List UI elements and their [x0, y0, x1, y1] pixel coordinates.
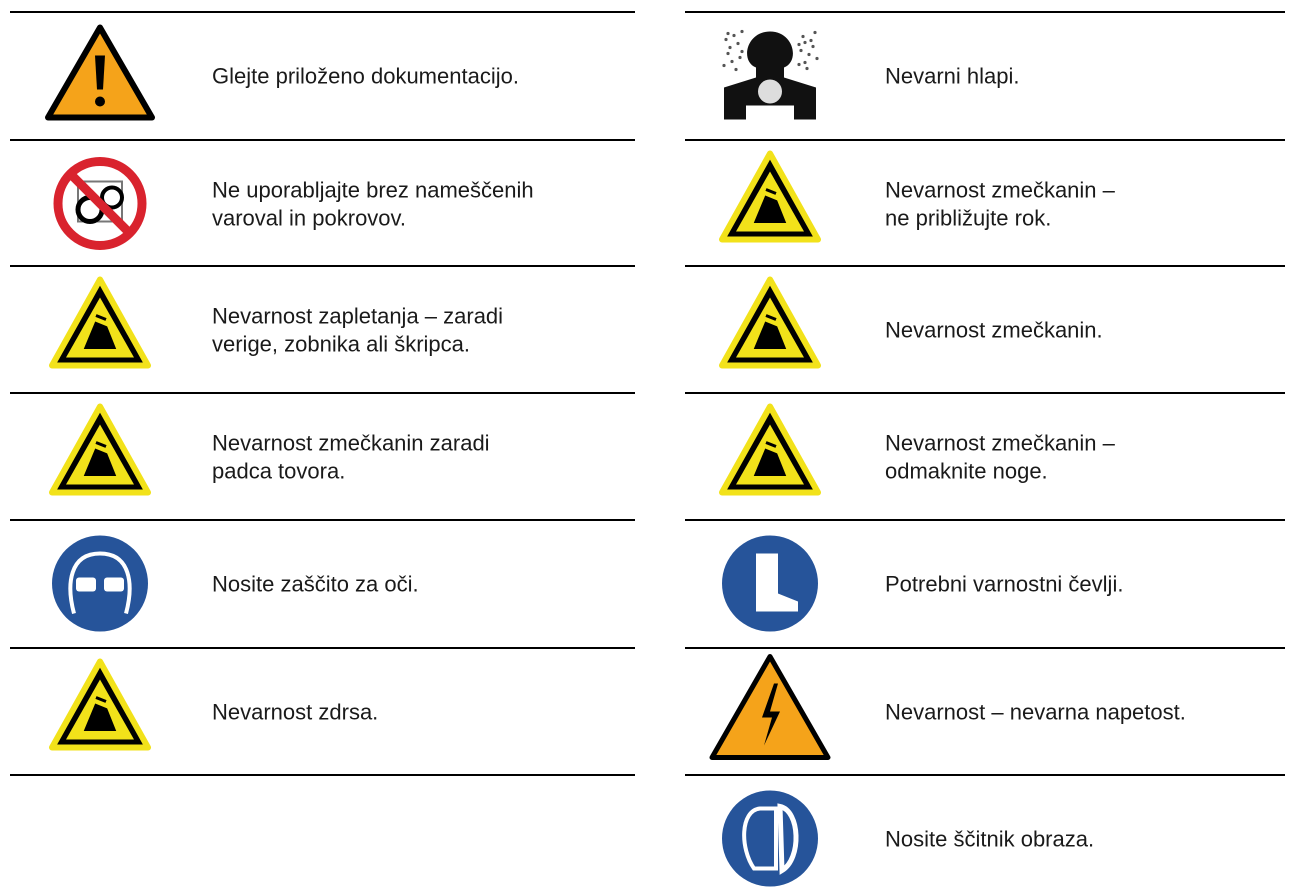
mark	[95, 55, 105, 90]
fume-dot	[799, 48, 803, 53]
pictogram	[753, 188, 787, 223]
label: verige, zobnika ali škripca.	[212, 332, 470, 357]
fume-dot	[740, 29, 744, 34]
label: Nevarnost zmečkanin.	[885, 318, 1103, 343]
fume-dot	[740, 49, 744, 54]
label: Nevarnost – nevarna napetost.	[885, 700, 1186, 725]
fume-dot	[803, 60, 807, 65]
fume-dot	[813, 30, 817, 35]
icon	[53, 157, 147, 250]
dot	[95, 96, 105, 107]
shield	[777, 803, 799, 875]
icon	[722, 535, 818, 632]
label: Potrebni varnostni čevlji.	[885, 572, 1123, 597]
lungs	[758, 79, 782, 104]
boot	[756, 553, 798, 612]
label: Nevarni hlapi.	[885, 64, 1020, 89]
label: odmaknite noge.	[885, 459, 1048, 484]
fume-dot	[801, 34, 805, 39]
icon	[719, 276, 821, 369]
fume-dot	[724, 37, 728, 42]
fume-dot	[728, 45, 732, 50]
fume-dot	[797, 62, 801, 67]
pictogram	[83, 696, 117, 731]
lens	[76, 577, 96, 592]
fume-dot	[805, 66, 809, 71]
label: Nevarnost zmečkanin –	[885, 178, 1116, 203]
icon	[49, 403, 151, 496]
slash	[66, 170, 134, 237]
fume-dot	[732, 33, 736, 38]
fume-dot	[726, 31, 730, 36]
icon	[719, 403, 821, 496]
fume-dot	[738, 55, 742, 60]
fume-dot	[797, 42, 801, 47]
fume-dot	[722, 63, 726, 68]
head	[742, 806, 778, 871]
label: Ne uporabljajte brez nameščenih	[212, 178, 534, 203]
icon	[49, 276, 151, 369]
label: ne približujte rok.	[885, 206, 1051, 231]
icon	[722, 29, 819, 120]
icon	[45, 24, 155, 121]
fume-dot	[730, 59, 734, 64]
icon	[52, 535, 148, 632]
fume-dot	[803, 40, 807, 45]
icon	[719, 150, 821, 243]
icon	[49, 658, 151, 751]
pictogram	[753, 314, 787, 349]
disk	[722, 790, 818, 887]
head	[68, 551, 132, 615]
pictogram	[83, 441, 117, 476]
fume-dot	[734, 67, 738, 72]
label: varoval in pokrovov.	[212, 206, 406, 231]
icon	[709, 654, 831, 760]
label: Nevarnost zmečkanin zaradi	[212, 431, 490, 456]
label: Nevarnost zapletanja – zaradi	[212, 304, 503, 329]
fume-dot	[809, 38, 813, 43]
pictogram	[753, 441, 787, 476]
lens	[104, 577, 124, 592]
label: Nosite ščitnik obraza.	[885, 827, 1094, 852]
label: Nevarnost zmečkanin –	[885, 431, 1116, 456]
fume-dot	[807, 52, 811, 57]
fume-dot	[736, 41, 740, 46]
fume-dot	[811, 44, 815, 49]
label: Nevarnost zdrsa.	[212, 700, 378, 725]
body	[724, 31, 816, 120]
label: Glejte priloženo dokumentacijo.	[212, 64, 519, 89]
fume-dot	[815, 56, 819, 61]
label: padca tovora.	[212, 459, 345, 484]
fume-dot	[726, 51, 730, 56]
icon	[722, 790, 818, 887]
bolt	[762, 683, 780, 746]
gear	[100, 185, 124, 210]
label: Nosite zaščito za oči.	[212, 572, 419, 597]
disk	[52, 535, 148, 632]
pictogram	[83, 314, 117, 349]
